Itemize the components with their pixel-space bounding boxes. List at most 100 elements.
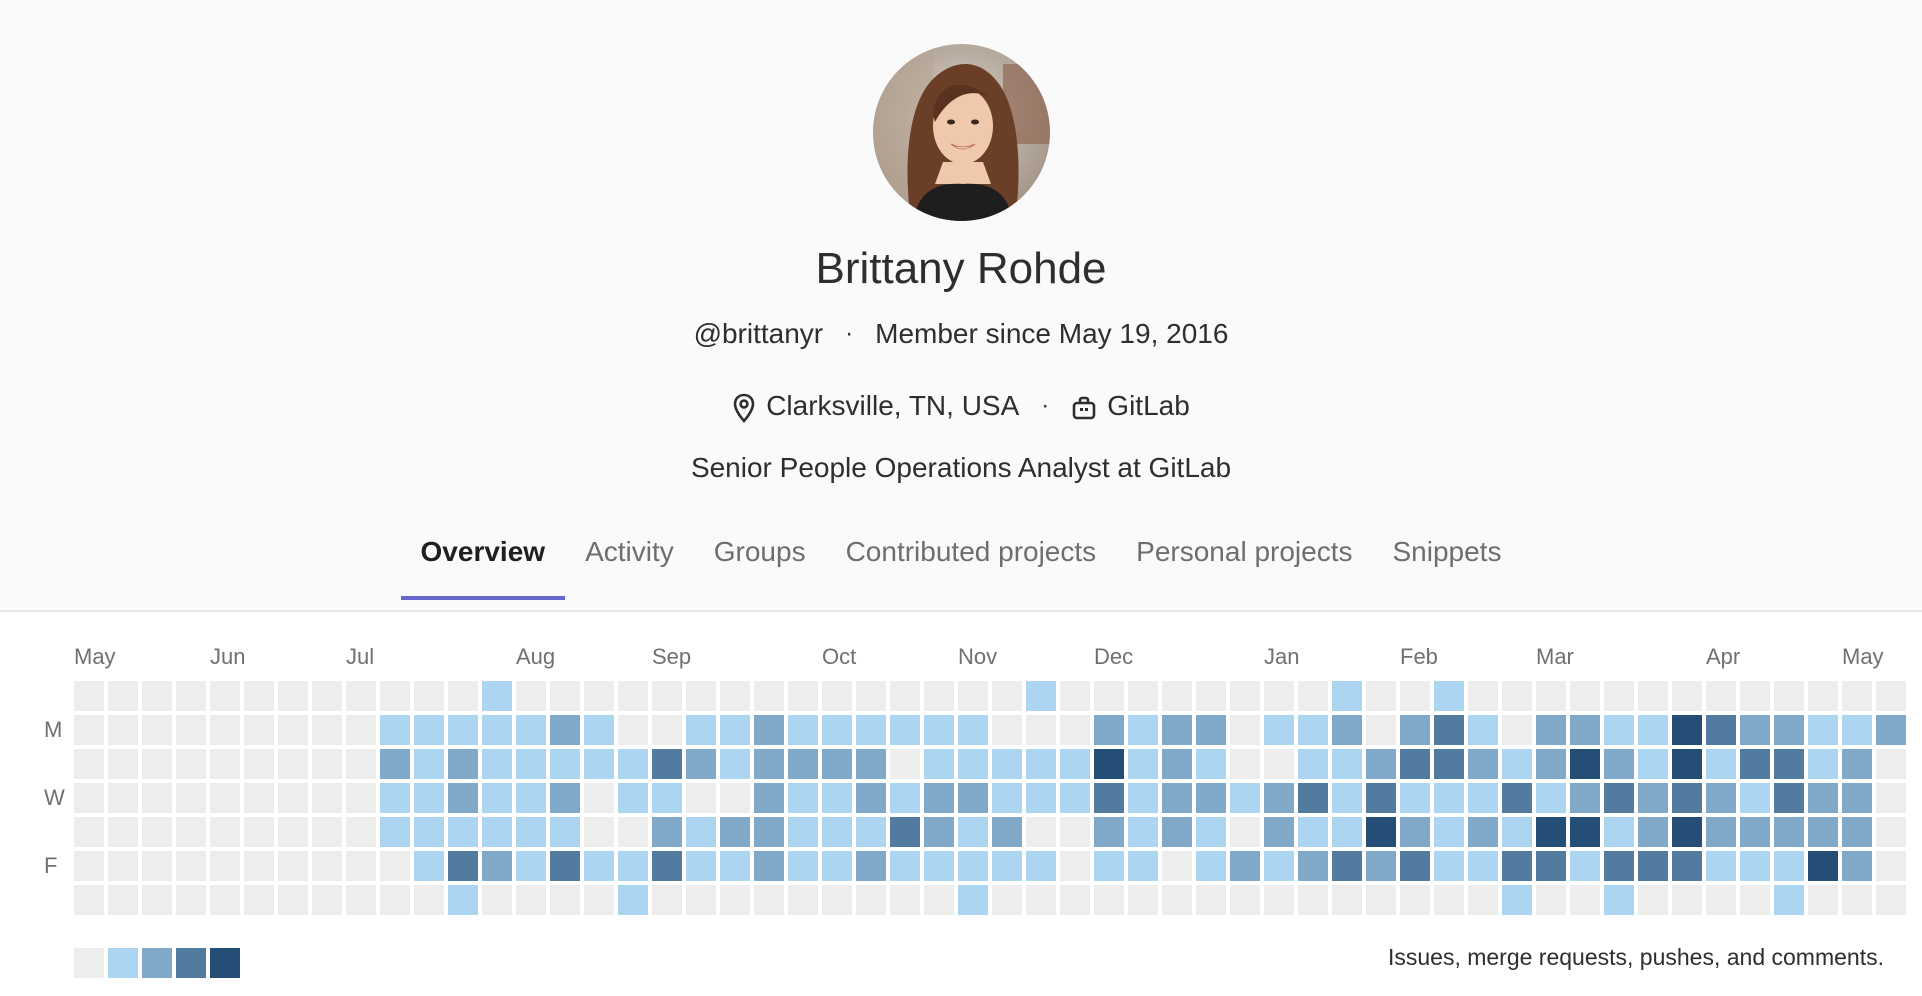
contribution-day-cell[interactable] [1638, 681, 1668, 711]
contribution-day-cell[interactable] [278, 715, 308, 745]
contribution-day-cell[interactable] [210, 885, 240, 915]
contribution-day-cell[interactable] [346, 885, 376, 915]
contribution-day-cell[interactable] [1536, 783, 1566, 813]
contribution-day-cell[interactable] [856, 749, 886, 779]
contribution-day-cell[interactable] [1706, 681, 1736, 711]
contribution-day-cell[interactable] [890, 817, 920, 847]
contribution-day-cell[interactable] [686, 715, 716, 745]
contribution-day-cell[interactable] [1400, 885, 1430, 915]
contribution-day-cell[interactable] [1536, 715, 1566, 745]
contribution-day-cell[interactable] [482, 681, 512, 711]
contribution-day-cell[interactable] [1060, 749, 1090, 779]
contribution-day-cell[interactable] [244, 783, 274, 813]
contribution-day-cell[interactable] [74, 715, 104, 745]
contribution-day-cell[interactable] [1196, 749, 1226, 779]
contribution-day-cell[interactable] [1672, 749, 1702, 779]
contribution-day-cell[interactable] [584, 783, 614, 813]
contribution-day-cell[interactable] [1502, 715, 1532, 745]
contribution-day-cell[interactable] [1366, 817, 1396, 847]
contribution-day-cell[interactable] [1332, 851, 1362, 881]
contribution-day-cell[interactable] [1638, 783, 1668, 813]
contribution-day-cell[interactable] [890, 749, 920, 779]
contribution-day-cell[interactable] [142, 681, 172, 711]
contribution-day-cell[interactable] [74, 851, 104, 881]
contribution-day-cell[interactable] [312, 715, 342, 745]
contribution-day-cell[interactable] [108, 715, 138, 745]
contribution-day-cell[interactable] [958, 851, 988, 881]
contribution-day-cell[interactable] [618, 681, 648, 711]
contribution-day-cell[interactable] [312, 851, 342, 881]
contribution-day-cell[interactable] [312, 783, 342, 813]
contribution-day-cell[interactable] [516, 715, 546, 745]
contribution-day-cell[interactable] [992, 715, 1022, 745]
contribution-day-cell[interactable] [1230, 851, 1260, 881]
contribution-day-cell[interactable] [754, 885, 784, 915]
contribution-day-cell[interactable] [1706, 817, 1736, 847]
contribution-day-cell[interactable] [822, 783, 852, 813]
contribution-day-cell[interactable] [74, 749, 104, 779]
contribution-day-cell[interactable] [1230, 783, 1260, 813]
contribution-day-cell[interactable] [1876, 885, 1906, 915]
contribution-day-cell[interactable] [1196, 783, 1226, 813]
contribution-day-cell[interactable] [618, 817, 648, 847]
contribution-day-cell[interactable] [482, 885, 512, 915]
contribution-day-cell[interactable] [1774, 681, 1804, 711]
contribution-day-cell[interactable] [448, 749, 478, 779]
contribution-day-cell[interactable] [1162, 817, 1192, 847]
contribution-day-cell[interactable] [380, 749, 410, 779]
contribution-day-cell[interactable] [482, 783, 512, 813]
contribution-day-cell[interactable] [244, 885, 274, 915]
contribution-day-cell[interactable] [1196, 885, 1226, 915]
contribution-day-cell[interactable] [1536, 681, 1566, 711]
contribution-day-cell[interactable] [822, 715, 852, 745]
contribution-day-cell[interactable] [1536, 749, 1566, 779]
contribution-day-cell[interactable] [1876, 715, 1906, 745]
contribution-day-cell[interactable] [720, 783, 750, 813]
contribution-day-cell[interactable] [1604, 885, 1634, 915]
contribution-day-cell[interactable] [1332, 715, 1362, 745]
contribution-day-cell[interactable] [346, 783, 376, 813]
contribution-day-cell[interactable] [312, 817, 342, 847]
contribution-day-cell[interactable] [992, 851, 1022, 881]
contribution-day-cell[interactable] [958, 681, 988, 711]
contribution-day-cell[interactable] [1332, 749, 1362, 779]
contribution-day-cell[interactable] [1264, 851, 1294, 881]
contribution-day-cell[interactable] [1706, 851, 1736, 881]
contribution-day-cell[interactable] [1366, 749, 1396, 779]
contribution-day-cell[interactable] [312, 681, 342, 711]
contribution-day-cell[interactable] [346, 851, 376, 881]
contribution-day-cell[interactable] [1434, 851, 1464, 881]
contribution-day-cell[interactable] [244, 749, 274, 779]
contribution-day-cell[interactable] [448, 885, 478, 915]
contribution-day-cell[interactable] [142, 851, 172, 881]
contribution-day-cell[interactable] [618, 715, 648, 745]
contribution-day-cell[interactable] [1026, 749, 1056, 779]
contribution-day-cell[interactable] [1570, 749, 1600, 779]
contribution-day-cell[interactable] [686, 681, 716, 711]
contribution-day-cell[interactable] [788, 817, 818, 847]
contribution-day-cell[interactable] [1706, 783, 1736, 813]
contribution-day-cell[interactable] [1502, 783, 1532, 813]
contribution-day-cell[interactable] [1706, 715, 1736, 745]
contribution-day-cell[interactable] [1060, 851, 1090, 881]
contribution-day-cell[interactable] [1774, 851, 1804, 881]
contribution-day-cell[interactable] [720, 681, 750, 711]
contribution-day-cell[interactable] [278, 783, 308, 813]
contribution-day-cell[interactable] [550, 749, 580, 779]
contribution-day-cell[interactable] [1128, 749, 1158, 779]
contribution-day-cell[interactable] [1740, 817, 1770, 847]
contribution-day-cell[interactable] [856, 885, 886, 915]
contribution-day-cell[interactable] [380, 715, 410, 745]
contribution-day-cell[interactable] [720, 817, 750, 847]
contribution-day-cell[interactable] [856, 783, 886, 813]
contribution-day-cell[interactable] [346, 749, 376, 779]
contribution-day-cell[interactable] [992, 681, 1022, 711]
contribution-day-cell[interactable] [1196, 817, 1226, 847]
contribution-day-cell[interactable] [1672, 885, 1702, 915]
contribution-day-cell[interactable] [1604, 681, 1634, 711]
contribution-day-cell[interactable] [992, 885, 1022, 915]
contribution-day-cell[interactable] [1468, 783, 1498, 813]
contribution-day-cell[interactable] [1060, 715, 1090, 745]
contribution-day-cell[interactable] [380, 817, 410, 847]
contribution-day-cell[interactable] [1604, 783, 1634, 813]
